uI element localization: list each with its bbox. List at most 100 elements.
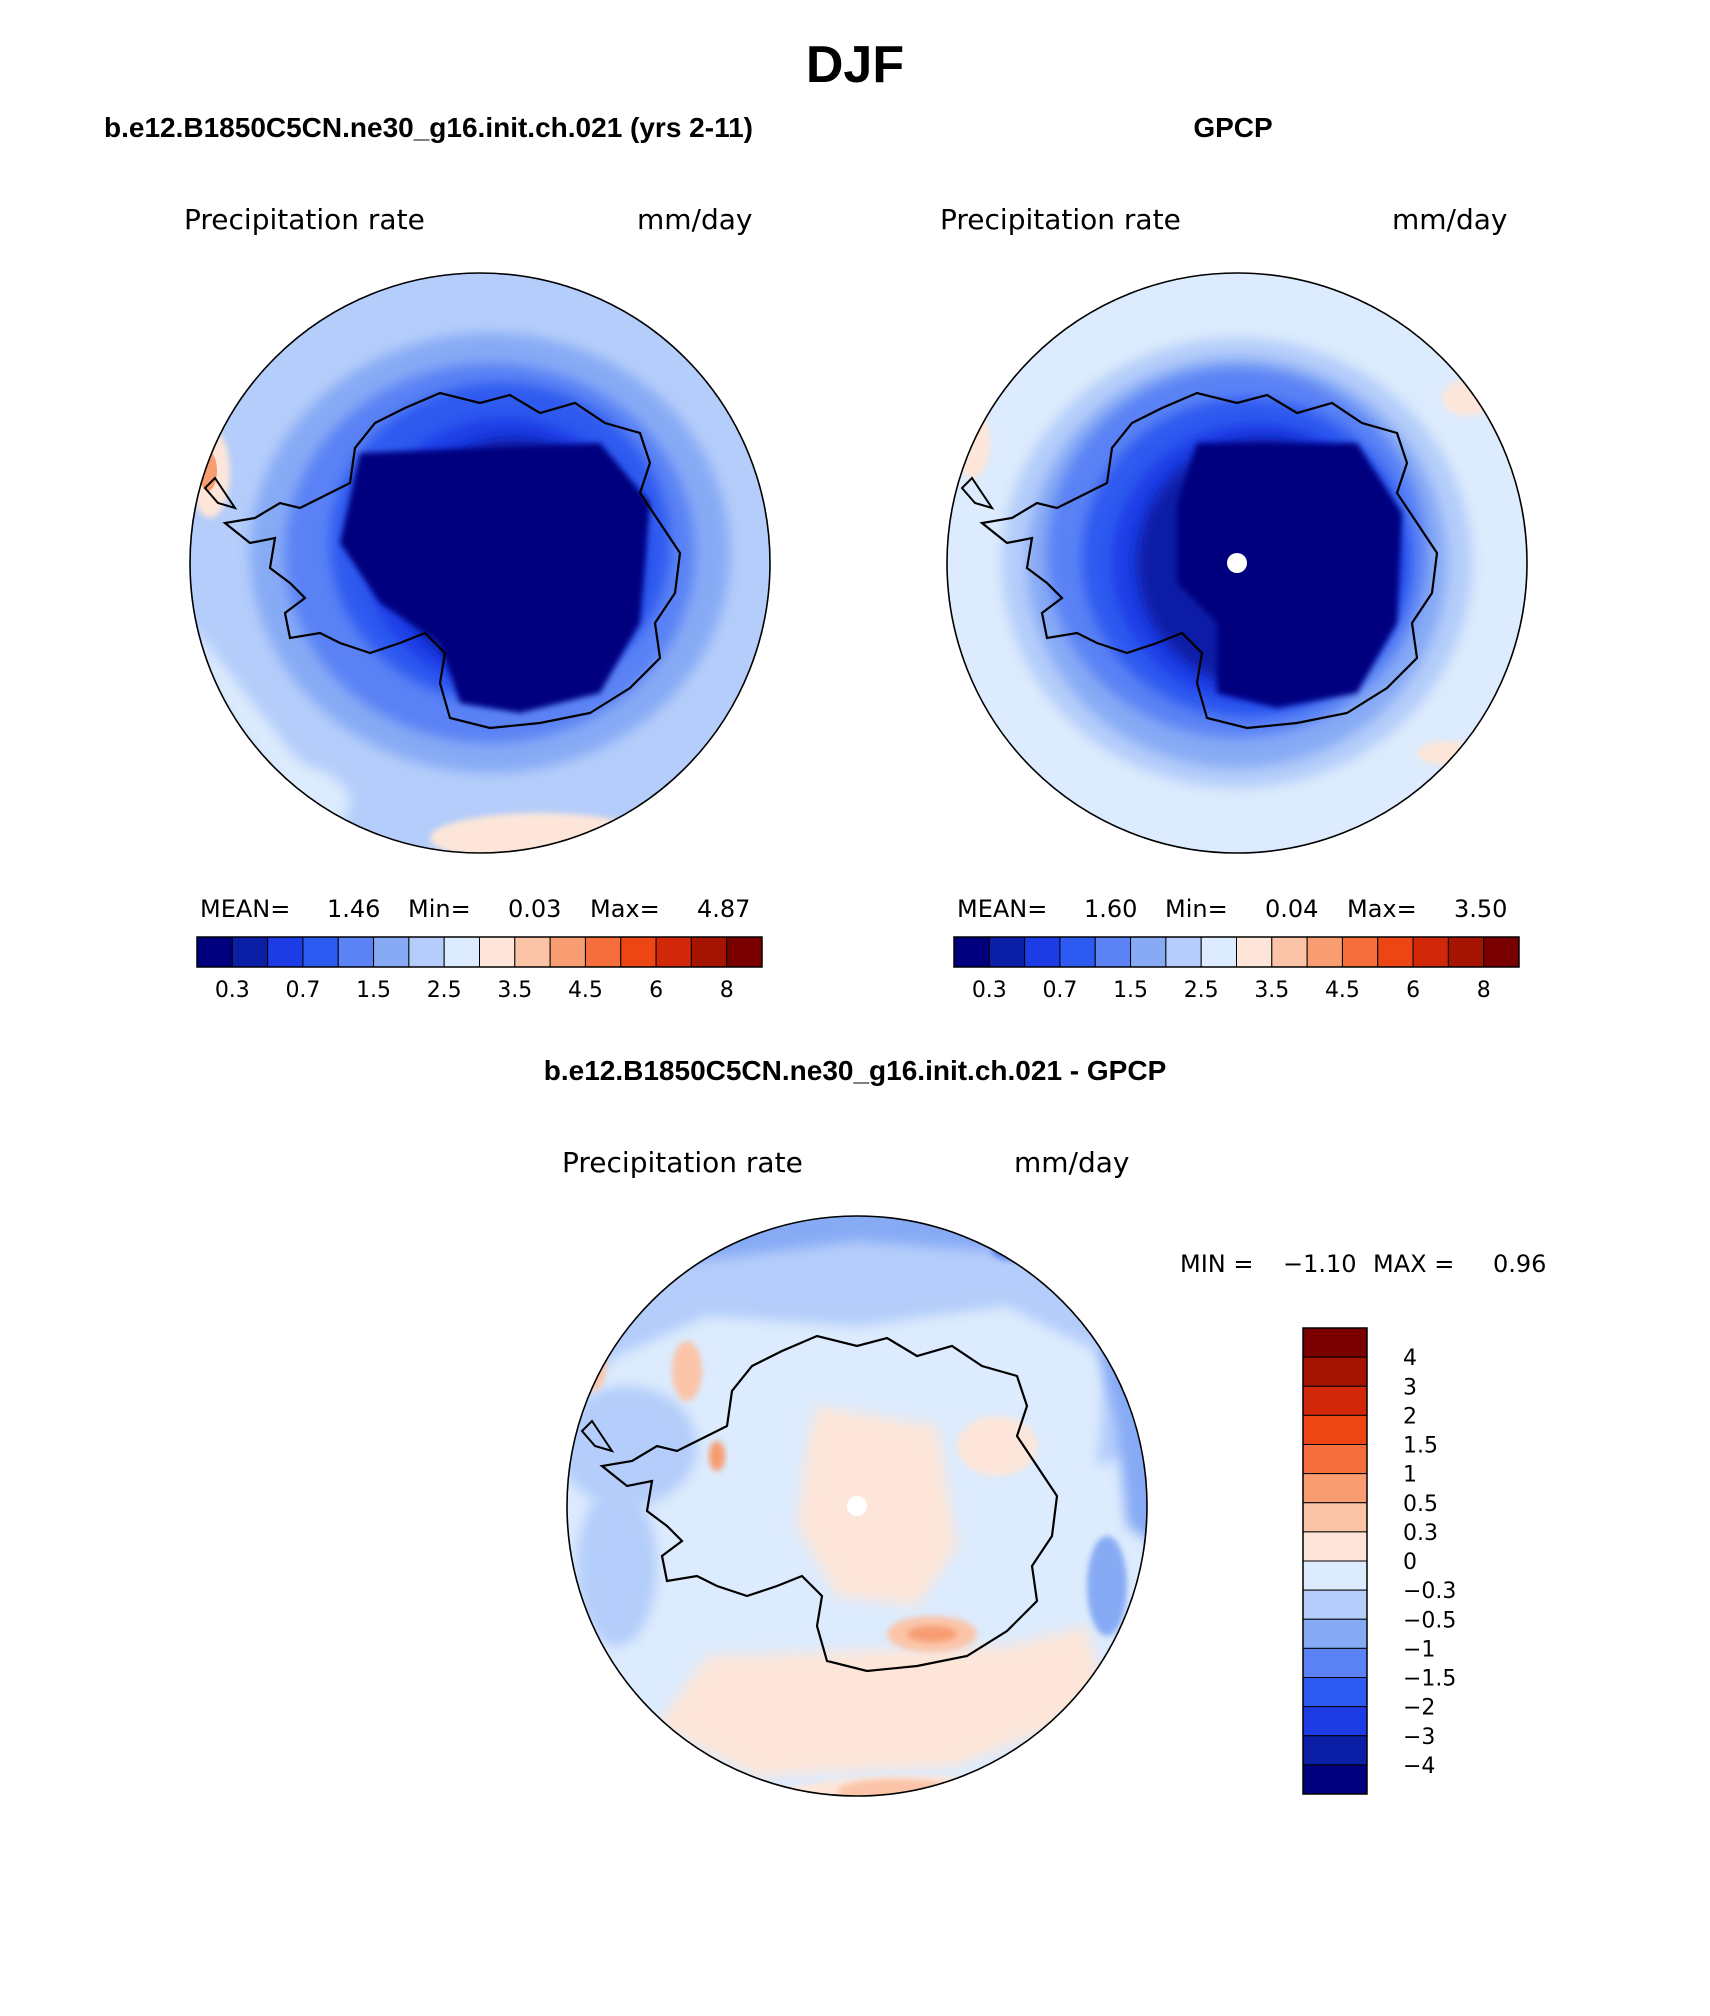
panel-obs-variable: Precipitation rate	[940, 203, 1181, 236]
colorbar-model-swatch	[443, 936, 480, 968]
stat-min-diff: −1.10	[1283, 1250, 1357, 1278]
colorbar-obs-tick-label: 4.5	[1325, 978, 1360, 1003]
figure-title: DJF	[806, 36, 904, 94]
colorbar-model-swatch	[267, 936, 304, 968]
panel-diff-variable: Precipitation rate	[562, 1146, 803, 1179]
colorbar-model-tick-label: 4.5	[568, 978, 603, 1003]
colorbar-diff-swatch	[1302, 1531, 1368, 1562]
colorbar-obs-swatch	[1306, 936, 1343, 968]
colorbar-model-tick-label: 8	[720, 978, 734, 1003]
polar-map-model	[190, 273, 770, 853]
colorbar-obs-tick-label: 3.5	[1254, 978, 1289, 1003]
stat-mean-model: 1.46	[327, 895, 380, 923]
colorbar-obs-swatch	[1200, 936, 1237, 968]
colorbar-diff-tick-label: −0.3	[1403, 1579, 1456, 1604]
panel-diff: b.e12.B1850C5CN.ne30_g16.init.ch.021 - G…	[544, 1055, 1546, 1797]
colorbar-obs-tick-label: 2.5	[1184, 978, 1219, 1003]
colorbar-obs-swatch	[1483, 936, 1520, 968]
colorbar-diff-swatch	[1302, 1560, 1368, 1591]
colorbar-model-swatch	[620, 936, 657, 968]
colorbar-model-swatch	[373, 936, 410, 968]
panel-diff-units: mm/day	[1014, 1146, 1130, 1179]
colorbar-obs-tick-label: 8	[1477, 978, 1491, 1003]
panel-obs: GPCP Precipitation rate mm/day	[940, 112, 1528, 1003]
colorbar-model-tick-label: 1.5	[356, 978, 391, 1003]
panel-obs-units: mm/day	[1392, 203, 1508, 236]
colorbar-diff-tick-label: 0	[1403, 1550, 1417, 1575]
colorbar-diff-swatch	[1302, 1414, 1368, 1445]
colorbar-diff-tick-label: 1	[1403, 1463, 1417, 1488]
colorbar-diff-swatch	[1302, 1618, 1368, 1649]
stat-mean-obs: 1.60	[1084, 895, 1137, 923]
colorbar-diff-swatch	[1302, 1473, 1368, 1504]
colorbar-diff-swatch	[1302, 1444, 1368, 1475]
colorbar-diff-tick-label: 4	[1403, 1346, 1417, 1371]
colorbar-obs-tick-label: 0.7	[1042, 978, 1077, 1003]
stat-max-label-model: Max=	[590, 895, 660, 923]
colorbar-diff-tick-label: −2	[1403, 1696, 1435, 1721]
colorbar-diff-tick-label: 3	[1403, 1375, 1417, 1400]
colorbar-obs-swatch	[1130, 936, 1167, 968]
stat-max-obs: 3.50	[1454, 895, 1507, 923]
colorbar-model-tick-label: 2.5	[427, 978, 462, 1003]
colorbar-obs-swatch	[1165, 936, 1202, 968]
panel-model: b.e12.B1850C5CN.ne30_g16.init.ch.021 (yr…	[104, 112, 771, 1003]
colorbar-obs-swatch	[1447, 936, 1485, 968]
stat-max-diff: 0.96	[1493, 1250, 1546, 1278]
pole-marker-diff	[847, 1496, 867, 1516]
panel-model-units: mm/day	[637, 203, 753, 236]
colorbar-diff-frame	[1302, 1327, 1368, 1795]
colorbar-model-tick-label: 3.5	[497, 978, 532, 1003]
colorbar-model-swatch	[549, 936, 586, 968]
colorbar-diff-tick-label: −3	[1403, 1725, 1435, 1750]
colorbar-diff-swatch	[1302, 1385, 1368, 1416]
stat-max-label-obs: Max=	[1347, 895, 1417, 923]
stat-max-label-diff: MAX =	[1373, 1250, 1454, 1278]
colorbar-model-swatch	[655, 936, 692, 968]
colorbar-obs-swatch	[953, 936, 990, 968]
colorbar-obs-swatch	[1341, 936, 1379, 968]
colorbar-model-swatch	[514, 936, 551, 968]
colorbar-obs-swatch	[1094, 936, 1132, 968]
stat-mean-label-model: MEAN=	[200, 895, 290, 923]
colorbar-model-swatch	[690, 936, 728, 968]
map-border-obs	[946, 272, 1528, 854]
stat-min-label-obs: Min=	[1165, 895, 1228, 923]
colorbar-model-swatch	[337, 936, 375, 968]
colorbar-diff: 4 3 2 1.5 1 0.5 0.3 0 −0.3 −0.5 −1 −1.5 −2 −3 −4	[1302, 1327, 1456, 1795]
panel-diff-heading: b.e12.B1850C5CN.ne30_g16.init.ch.021 - G…	[544, 1055, 1167, 1086]
colorbar-diff-swatch	[1302, 1764, 1368, 1795]
stat-mean-label-obs: MEAN=	[957, 895, 1047, 923]
colorbar-obs-swatch	[1024, 936, 1061, 968]
colorbar-obs-tick-label: 6	[1406, 978, 1420, 1003]
colorbar-diff-swatch	[1302, 1735, 1368, 1766]
colorbar-model-swatch	[408, 936, 445, 968]
colorbar-diff-tick-label: 0.3	[1403, 1521, 1438, 1546]
colorbar-obs-swatch	[988, 936, 1026, 968]
colorbar-model-tick-label: 0.3	[215, 978, 250, 1003]
colorbar-diff-tick-label: −1	[1403, 1637, 1435, 1662]
colorbar-obs-tick-label: 1.5	[1113, 978, 1148, 1003]
colorbar-obs: 0.3 0.7 1.5 2.5 3.5 4.5 6 8	[953, 936, 1520, 1003]
map-border-model	[189, 272, 771, 854]
colorbar-diff-tick-label: 2	[1403, 1404, 1417, 1429]
polar-map-diff	[567, 1216, 1147, 1796]
colorbar-diff-swatch	[1302, 1327, 1368, 1358]
colorbar-model-tick-label: 0.7	[285, 978, 320, 1003]
colorbar-diff-swatch	[1302, 1356, 1368, 1387]
stat-min-label-model: Min=	[408, 895, 471, 923]
stat-min-obs: 0.04	[1265, 895, 1318, 923]
panel-model-variable: Precipitation rate	[184, 203, 425, 236]
colorbar-model-swatch	[302, 936, 339, 968]
colorbar-diff-tick-label: −1.5	[1403, 1667, 1456, 1692]
colorbar-diff-swatch	[1302, 1647, 1368, 1678]
map-border-diff	[566, 1215, 1148, 1797]
colorbar-model-swatch	[196, 936, 233, 968]
stat-min-label-diff: MIN =	[1180, 1250, 1253, 1278]
colorbar-obs-swatch	[1059, 936, 1096, 968]
colorbar-obs-swatch	[1412, 936, 1449, 968]
polar-map-obs	[947, 273, 1527, 853]
panel-obs-heading: GPCP	[1193, 112, 1272, 143]
colorbar-diff-tick-label: 1.5	[1403, 1434, 1438, 1459]
colorbar-model-swatch	[584, 936, 622, 968]
